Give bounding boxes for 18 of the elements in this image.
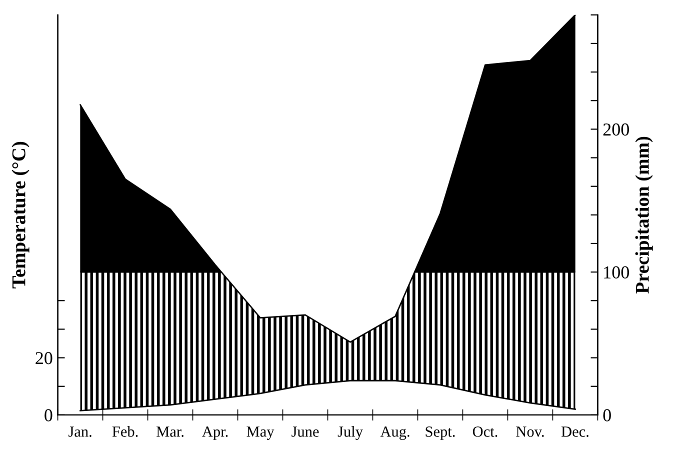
- y2-tick-label: 100: [604, 266, 629, 278]
- y2-axis-title: Precipitation (mm): [635, 136, 653, 294]
- y2-tick-label: 0: [603, 409, 611, 422]
- x-tick-label: Oct.: [472, 426, 498, 437]
- x-tick-label: May: [246, 426, 274, 440]
- x-tick-label: Nov.: [516, 426, 544, 437]
- x-tick-label: Dec.: [561, 426, 588, 437]
- y-axis-title: Temperature (°C): [12, 142, 30, 288]
- x-tick-label: Mar.: [156, 426, 184, 437]
- y2-tick-label: 200: [603, 123, 629, 136]
- x-tick-label: June: [292, 426, 319, 437]
- x-tick-label: Aug.: [380, 426, 410, 440]
- y-tick-label: 20: [36, 352, 52, 364]
- x-tick-label: Sept.: [426, 426, 455, 440]
- x-tick-label: July: [338, 426, 363, 440]
- x-tick-label: Jan.: [68, 426, 92, 437]
- x-tick-label: Apr.: [202, 426, 228, 440]
- x-tick-label: Feb.: [112, 426, 138, 437]
